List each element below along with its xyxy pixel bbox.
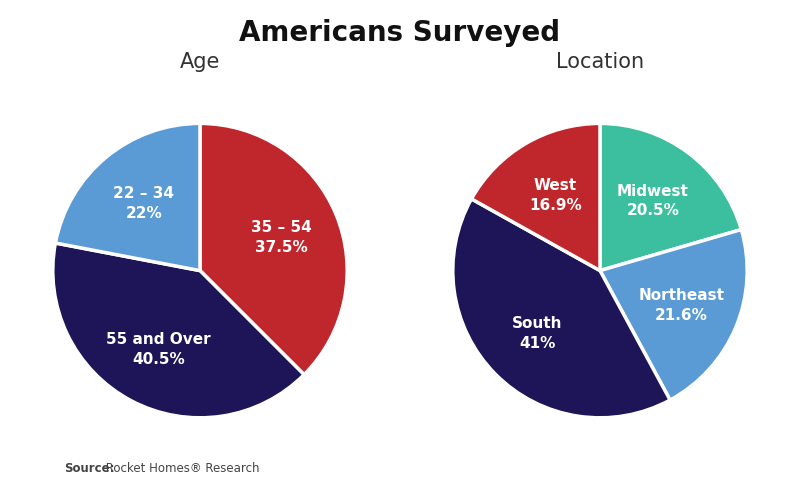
Text: Northeast
21.6%: Northeast 21.6% — [638, 287, 725, 322]
Text: Midwest
20.5%: Midwest 20.5% — [617, 183, 689, 218]
Wedge shape — [453, 199, 670, 418]
Text: Americans Surveyed: Americans Surveyed — [239, 19, 561, 47]
Wedge shape — [55, 124, 200, 271]
Wedge shape — [53, 243, 304, 418]
Title: Location: Location — [556, 52, 644, 72]
Text: West
16.9%: West 16.9% — [529, 178, 582, 212]
Wedge shape — [600, 230, 747, 400]
Title: Age: Age — [180, 52, 220, 72]
Wedge shape — [471, 124, 600, 271]
Text: 55 and Over
40.5%: 55 and Over 40.5% — [106, 332, 211, 366]
Text: Source:: Source: — [64, 461, 114, 474]
Text: 35 – 54
37.5%: 35 – 54 37.5% — [251, 220, 312, 255]
Wedge shape — [600, 124, 742, 271]
Wedge shape — [200, 124, 347, 375]
Text: South
41%: South 41% — [512, 316, 562, 350]
Text: Rocket Homes® Research: Rocket Homes® Research — [102, 461, 260, 474]
Text: 22 – 34
22%: 22 – 34 22% — [114, 186, 174, 221]
